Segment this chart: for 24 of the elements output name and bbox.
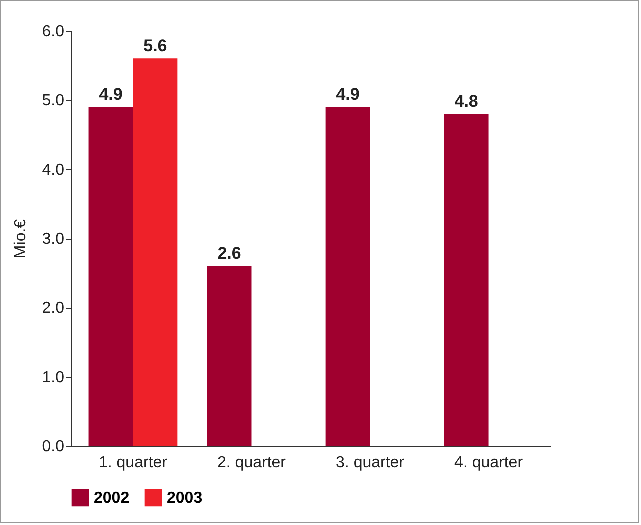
bar xyxy=(207,266,252,446)
y-tick-label: 4.0 xyxy=(42,162,65,179)
data-label: 2.6 xyxy=(218,244,242,264)
data-label: 4.9 xyxy=(99,85,123,104)
y-tick-label: 2.0 xyxy=(42,300,65,318)
y-tick-label: 3.0 xyxy=(42,231,65,248)
x-tick-label: 2. quarter xyxy=(218,454,287,472)
y-tick-label: 5.0 xyxy=(42,92,65,110)
x-tick-label: 4. quarter xyxy=(454,454,524,472)
y-tick-label: 0.0 xyxy=(42,438,65,456)
x-tick-label: 3. quarter xyxy=(336,454,406,472)
data-label: 5.6 xyxy=(144,36,168,56)
bar xyxy=(444,114,489,446)
bar xyxy=(326,107,370,446)
data-label: 4.9 xyxy=(336,85,360,104)
bar xyxy=(133,58,178,446)
legend-label: 2003 xyxy=(167,490,203,507)
x-tick-label: 1. quarter xyxy=(98,454,168,472)
y-tick-label: 1.0 xyxy=(42,369,65,386)
y-tick-label: 6.0 xyxy=(42,24,65,40)
legend-label: 2002 xyxy=(94,490,130,507)
bar xyxy=(88,107,134,446)
data-label: 4.8 xyxy=(454,92,478,111)
y-axis-title: Mio.€ xyxy=(12,219,30,259)
